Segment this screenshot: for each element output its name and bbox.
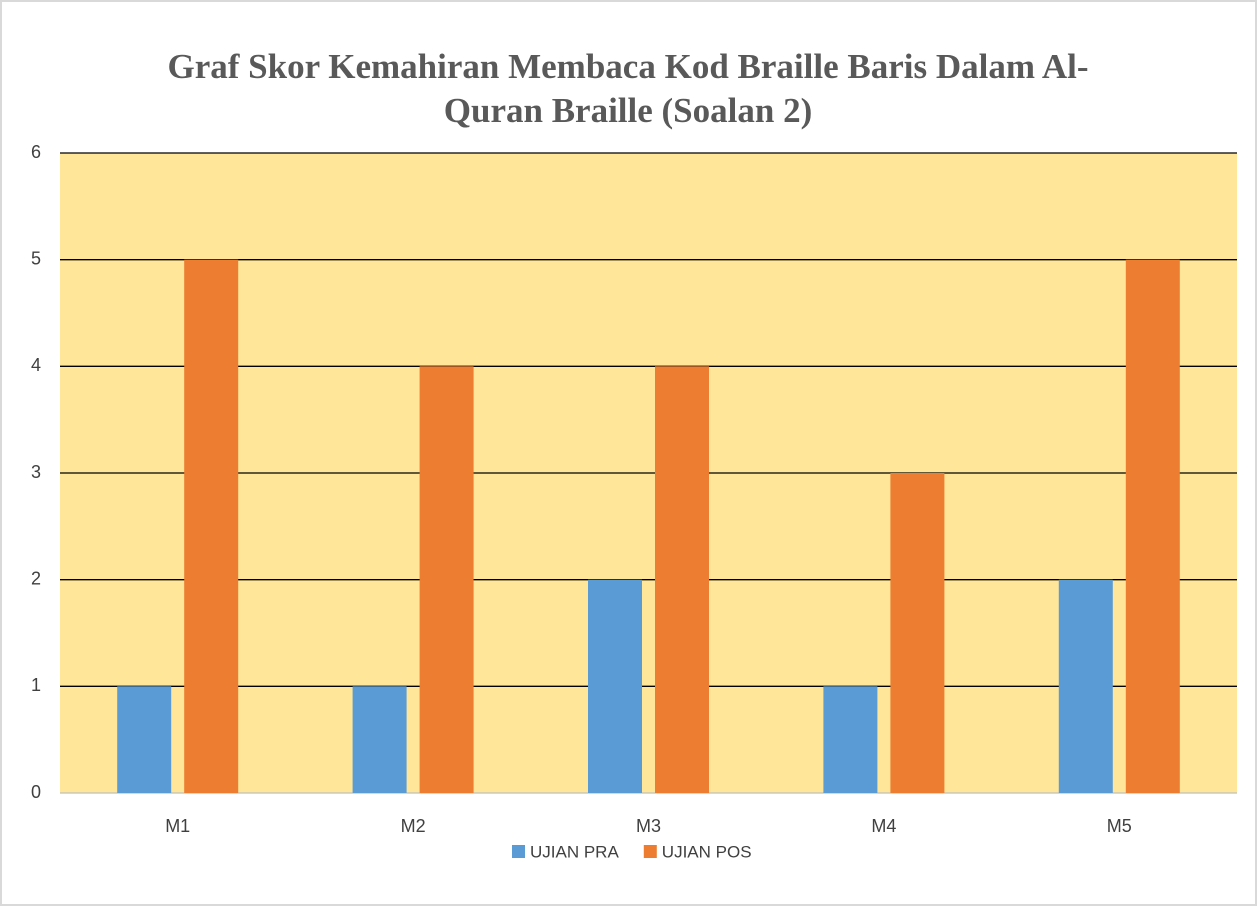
legend-swatch xyxy=(643,845,657,858)
legend-swatch xyxy=(512,845,525,858)
bar xyxy=(588,579,642,793)
chart-title: Graf Skor Kemahiran Membaca Kod Braille … xyxy=(168,47,1089,86)
bar xyxy=(117,686,172,793)
bar xyxy=(352,686,407,793)
y-tick-label: 1 xyxy=(31,675,41,695)
x-tick-label: M2 xyxy=(401,816,426,836)
bar xyxy=(184,259,239,794)
bar xyxy=(419,366,474,793)
y-tick-label: 2 xyxy=(31,568,41,588)
y-tick-label: 6 xyxy=(31,142,41,162)
bar xyxy=(890,473,945,793)
y-tick-label: 0 xyxy=(31,782,41,802)
x-tick-label: M1 xyxy=(165,816,190,836)
x-tick-label: M5 xyxy=(1107,816,1132,836)
bar xyxy=(823,686,878,793)
bar xyxy=(655,366,709,793)
legend-label: UJIAN PRA xyxy=(530,842,619,861)
bar xyxy=(1058,579,1113,793)
bar xyxy=(1125,259,1180,794)
legend-label: UJIAN POS xyxy=(662,842,752,861)
x-tick-label: M3 xyxy=(636,816,661,836)
y-tick-label: 5 xyxy=(31,248,41,268)
y-tick-label: 3 xyxy=(31,462,41,482)
chart-title: Quran Braille (Soalan 2) xyxy=(444,91,813,130)
y-tick-label: 4 xyxy=(31,355,41,375)
x-tick-label: M4 xyxy=(871,816,896,836)
